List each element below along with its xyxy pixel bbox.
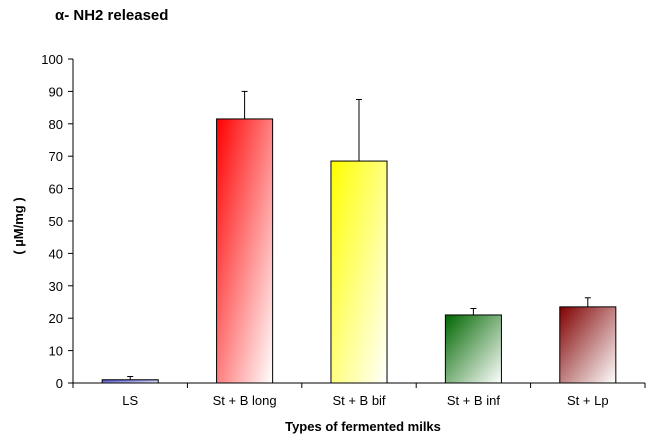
y-tick-label: 10 <box>49 344 63 359</box>
x-tick-label: LS <box>122 393 138 408</box>
y-tick-label: 80 <box>49 117 63 132</box>
bar <box>444 314 502 384</box>
x-tick-label: St + B bif <box>332 393 385 408</box>
y-axis-title: ( µM/mg ) <box>11 197 26 254</box>
y-tick-label: 20 <box>49 311 63 326</box>
x-axis-title: Types of fermented milks <box>285 419 441 434</box>
y-tick-label: 100 <box>41 52 63 67</box>
x-tick-label: St + Lp <box>567 393 609 408</box>
y-tick-label: 0 <box>56 376 63 391</box>
error-bars <box>127 90 591 380</box>
y-tick-label: 50 <box>49 214 63 229</box>
bar <box>101 379 159 384</box>
bars <box>101 118 617 384</box>
y-axis: 0 10 20 30 40 50 60 70 80 90 100 <box>41 52 74 391</box>
y-tick-label: 40 <box>49 246 63 261</box>
chart-title: α- NH2 released <box>55 7 168 24</box>
x-axis: LS St + B long St + B bif St + B inf St + Lp <box>72 382 646 408</box>
x-tick-label: St + B long <box>213 393 277 408</box>
bar <box>330 160 388 384</box>
bar <box>216 118 274 384</box>
y-tick-label: 70 <box>49 149 63 164</box>
y-tick-label: 30 <box>49 279 63 294</box>
y-tick-label: 60 <box>49 182 63 197</box>
y-tick-label: 90 <box>49 84 63 99</box>
bar <box>559 306 617 384</box>
x-tick-label: St + B inf <box>447 393 500 408</box>
